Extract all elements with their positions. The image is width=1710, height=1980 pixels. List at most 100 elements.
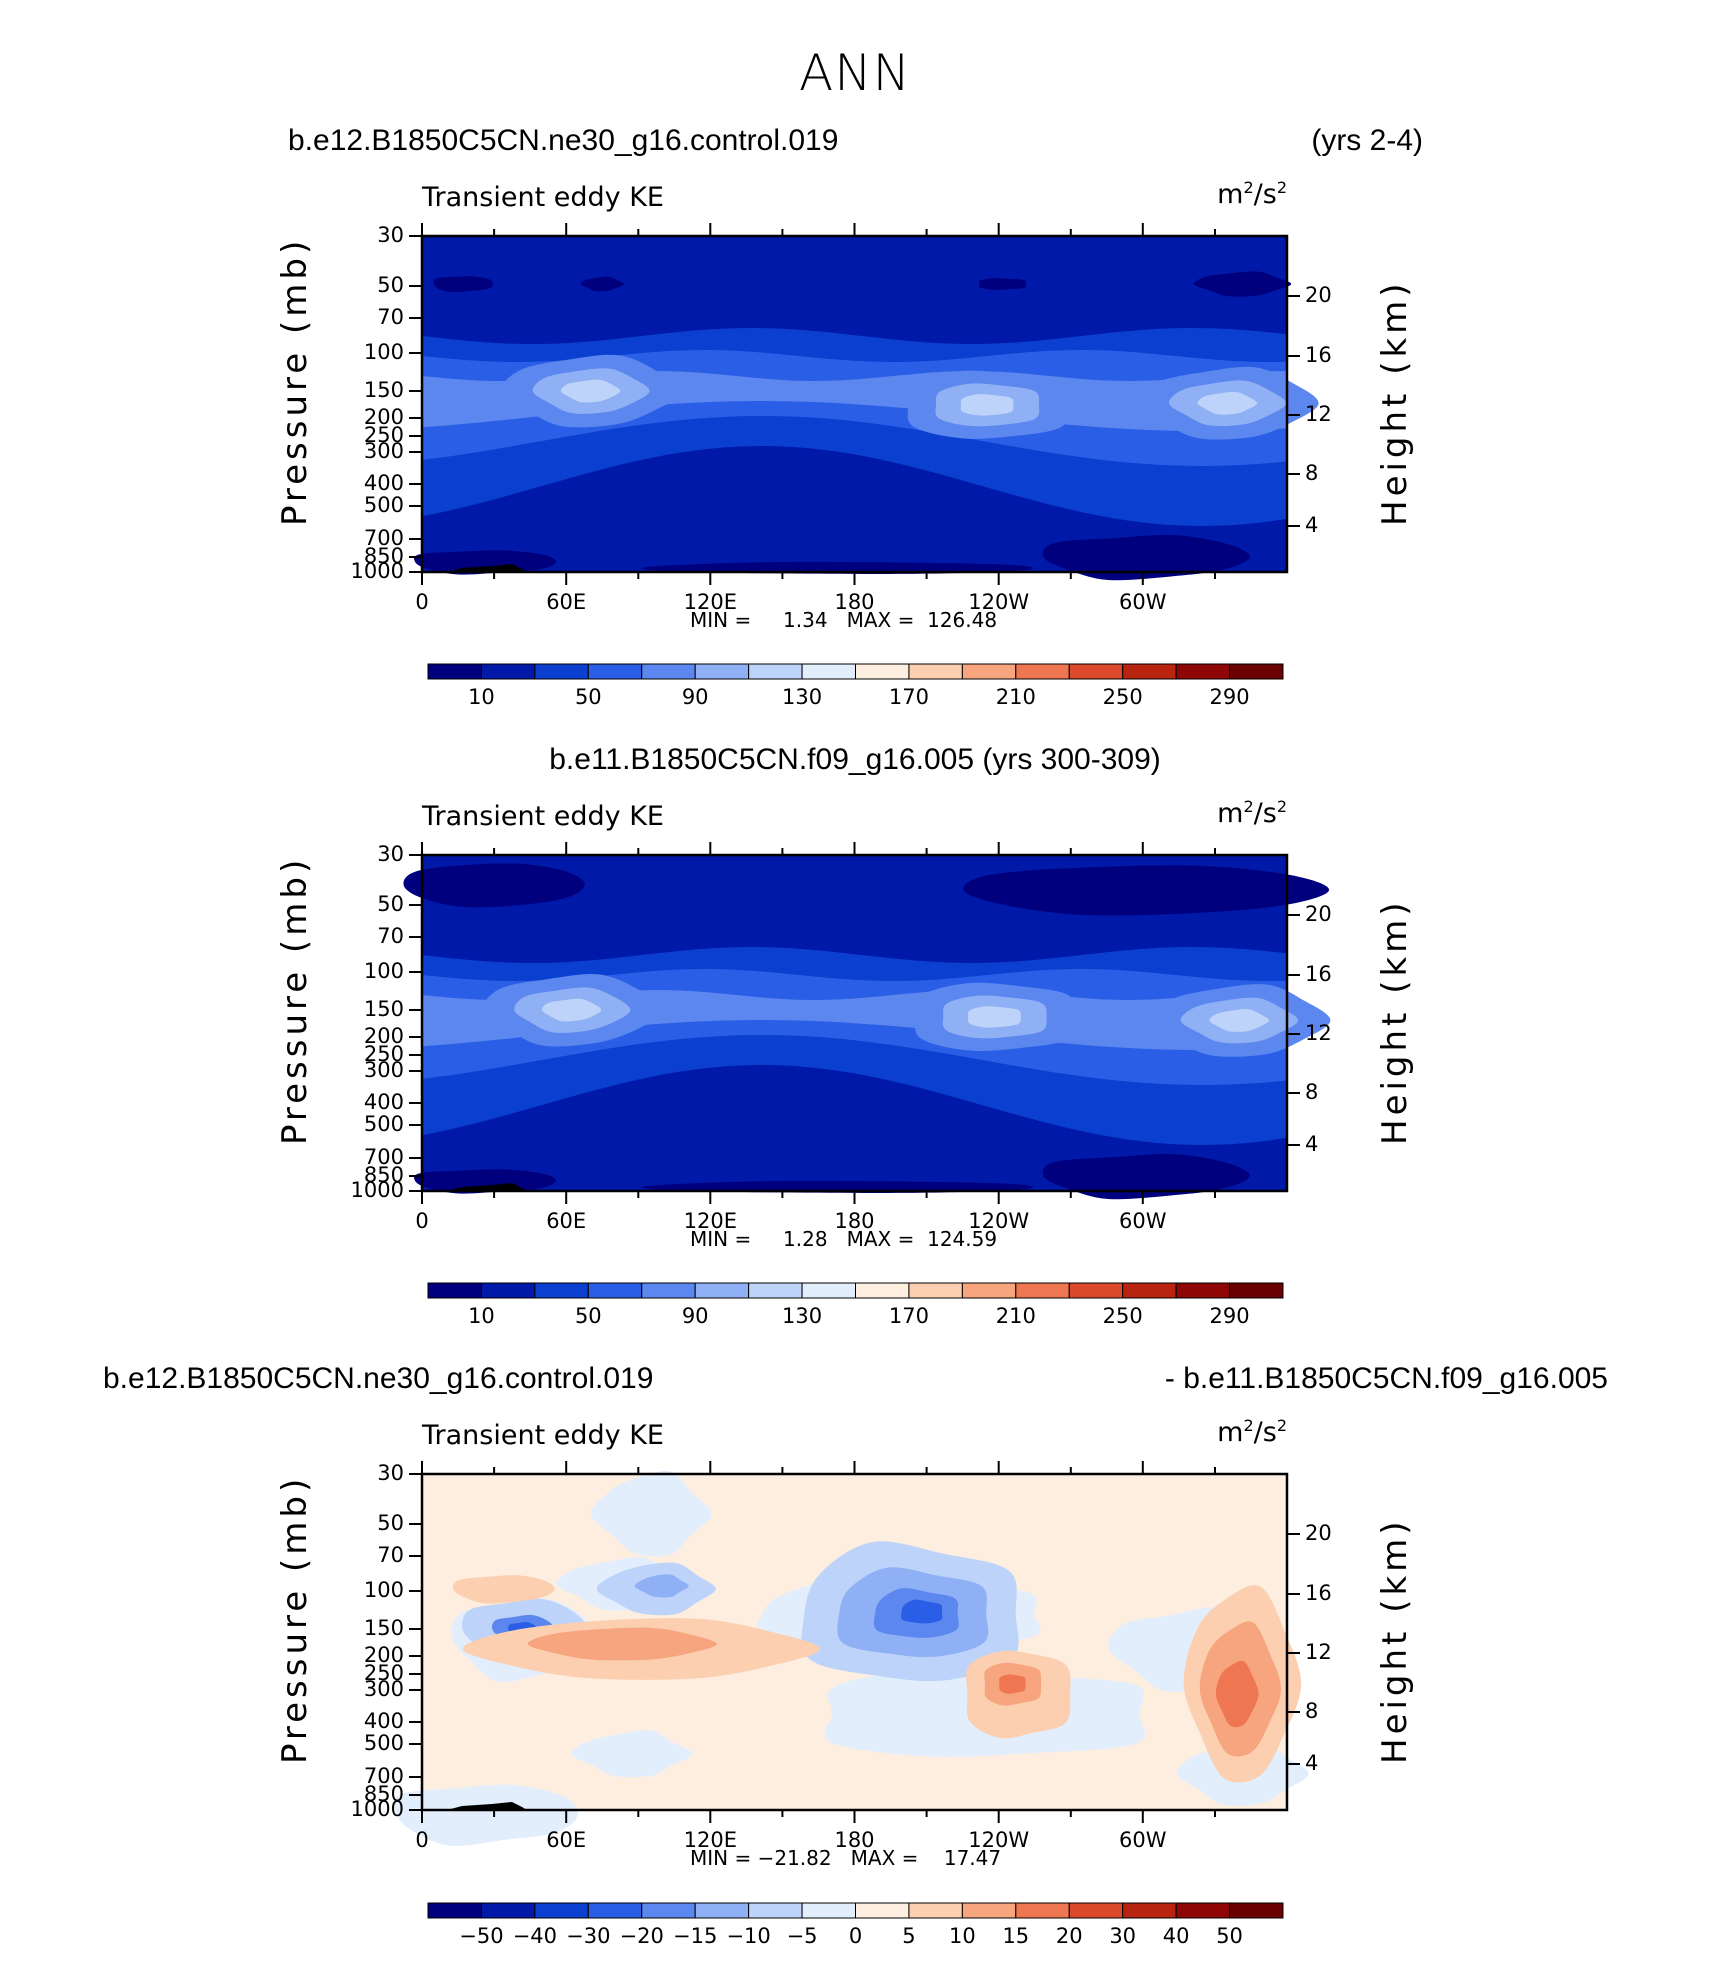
- colorbar-swatch: [427, 1282, 482, 1299]
- x-tick-label: 120E: [683, 590, 737, 614]
- pressure-tick-label: 500: [363, 1112, 404, 1136]
- colorbar-label: 250: [1102, 1304, 1143, 1328]
- ke-maximum-core: [542, 998, 602, 1022]
- colorbar-label: −15: [673, 1924, 718, 1948]
- height-tick-label: 8: [1305, 1699, 1319, 1723]
- height-tick-label: 8: [1305, 461, 1319, 485]
- colorbar-swatch: [1068, 1282, 1124, 1299]
- pressure-tick-label: 700: [363, 1764, 404, 1788]
- colorbar-swatch: [961, 663, 1017, 680]
- negative-anomaly: [571, 1730, 693, 1778]
- pressure-tick-label: 500: [363, 493, 404, 517]
- height-axis-title: Height (km): [1375, 279, 1415, 526]
- negative-anomaly: [394, 1784, 579, 1846]
- pressure-tick-label: 250: [363, 1042, 404, 1066]
- positive-anomaly: [527, 1627, 717, 1661]
- colorbar-swatch: [908, 1902, 963, 1919]
- colorbar-swatch: [1229, 663, 1284, 680]
- height-axis-title: Height (km): [1375, 898, 1415, 1145]
- colorbar-swatch: [961, 1282, 1017, 1299]
- colorbar-label: −5: [786, 1924, 818, 1948]
- topography: [447, 1183, 527, 1191]
- colorbar-swatch: [1175, 1902, 1231, 1919]
- height-tick-label: 12: [1305, 1640, 1332, 1664]
- pressure-axis-title: Pressure (mb): [275, 855, 315, 1145]
- positive-anomaly: [1215, 1660, 1259, 1728]
- colorbar-label: 5: [902, 1924, 916, 1948]
- plot-variable-label: Transient eddy KE: [422, 182, 664, 213]
- contour-plot: [409, 223, 1319, 585]
- contour-plot: [403, 842, 1331, 1204]
- colorbar-label: 210: [995, 1304, 1036, 1328]
- height-tick-label: 16: [1305, 962, 1332, 986]
- pressure-tick-label: 150: [363, 997, 404, 1021]
- colorbar-swatch: [694, 1902, 750, 1919]
- colorbar-swatch: [1175, 1282, 1231, 1299]
- colorbar-swatch: [1229, 1282, 1284, 1299]
- colorbar-swatch: [801, 1902, 856, 1919]
- height-tick-label: 4: [1305, 1751, 1319, 1775]
- colorbar-label: 50: [1216, 1924, 1243, 1948]
- colorbar-swatch: [1122, 663, 1177, 680]
- negative-anomaly: [634, 1574, 689, 1598]
- pressure-tick-label: 850: [363, 1163, 404, 1187]
- colorbar-label: 50: [574, 1304, 602, 1328]
- colorbar-swatch: [1122, 1282, 1177, 1299]
- colorbar-swatch: [1122, 1902, 1177, 1919]
- pressure-tick-label: 30: [377, 1461, 404, 1485]
- colorbar-swatch: [480, 1902, 536, 1919]
- pressure-tick-label: 70: [377, 305, 404, 329]
- colorbar: [427, 1902, 1284, 1919]
- x-tick-label: 120W: [968, 1828, 1030, 1852]
- pressure-tick-label: 300: [363, 1058, 404, 1082]
- x-tick-label: 0: [415, 590, 429, 614]
- pressure-tick-label: 30: [377, 842, 404, 866]
- plot-variable-label: Transient eddy KE: [422, 801, 664, 832]
- colorbar-swatch: [587, 1902, 643, 1919]
- height-tick-label: 16: [1305, 343, 1332, 367]
- pressure-tick-label: 200: [363, 1643, 404, 1667]
- colorbar-label: 290: [1209, 685, 1250, 709]
- colorbar-label: 10: [468, 685, 495, 709]
- ke-maximum-core: [960, 394, 1014, 416]
- plot-units: m2/s2: [1217, 178, 1287, 210]
- pressure-tick-label: 850: [363, 544, 404, 568]
- colorbar-label: 130: [782, 1304, 823, 1328]
- height-tick-label: 12: [1305, 402, 1332, 426]
- pressure-tick-label: 300: [363, 439, 404, 463]
- colorbar-swatch: [587, 1282, 643, 1299]
- x-tick-label: 120W: [968, 590, 1030, 614]
- colorbar-label: 210: [995, 685, 1036, 709]
- x-tick-label: 60E: [546, 1209, 587, 1233]
- colorbar-label: −10: [726, 1924, 771, 1948]
- height-tick-label: 4: [1305, 1132, 1319, 1156]
- x-tick-label: 120W: [968, 1209, 1030, 1233]
- colorbar-swatch: [961, 1902, 1017, 1919]
- pressure-tick-label: 100: [363, 959, 404, 983]
- pressure-tick-label: 250: [363, 423, 404, 447]
- topography: [447, 564, 527, 572]
- panel-title-center: b.e11.B1850C5CN.f09_g16.005 (yrs 300-309…: [549, 743, 1161, 776]
- colorbar-label: 10: [949, 1924, 976, 1948]
- colorbar-label: 90: [681, 1304, 709, 1328]
- colorbar-label: 50: [574, 685, 602, 709]
- x-tick-label: 180: [834, 1209, 875, 1233]
- colorbar-label: 15: [1002, 1924, 1030, 1948]
- colorbar-swatch: [1015, 663, 1070, 680]
- low-ke-patch: [978, 278, 1027, 290]
- colorbar-label: 90: [681, 685, 709, 709]
- colorbar-label: 170: [888, 1304, 929, 1328]
- panel-title-right: - b.e11.B1850C5CN.f09_g16.005: [1164, 1362, 1608, 1395]
- height-tick-label: 20: [1305, 902, 1332, 926]
- colorbar-swatch: [1068, 1902, 1124, 1919]
- ke-maximum-core: [1197, 391, 1258, 415]
- height-tick-label: 12: [1305, 1021, 1332, 1045]
- x-tick-label: 60W: [1119, 1209, 1167, 1233]
- pressure-tick-label: 30: [377, 223, 404, 247]
- colorbar: [427, 1282, 1284, 1299]
- pressure-tick-label: 200: [363, 1024, 404, 1048]
- x-tick-label: 60E: [546, 590, 587, 614]
- colorbar-swatch: [908, 663, 963, 680]
- colorbar-swatch: [427, 663, 482, 680]
- colorbar-label: −30: [566, 1924, 611, 1948]
